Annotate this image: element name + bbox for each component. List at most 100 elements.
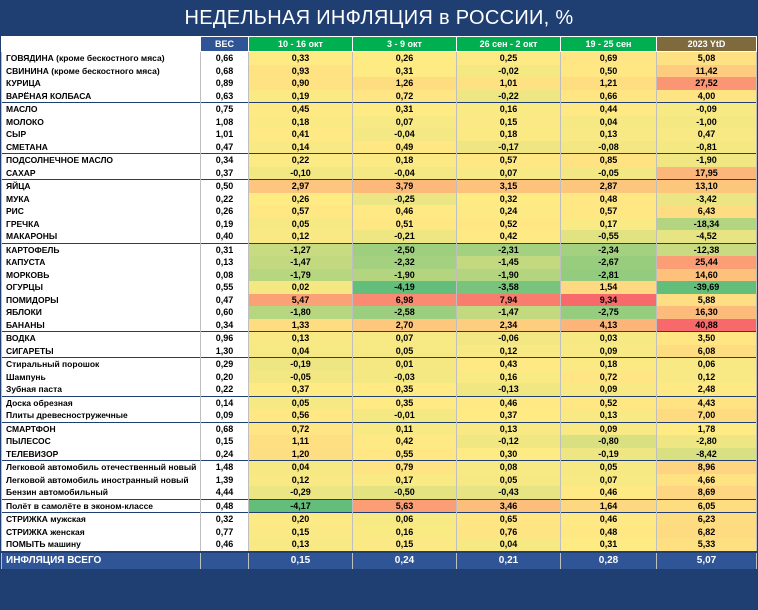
week-value: 3,46 <box>456 498 561 513</box>
item-weight: 0,32 <box>200 512 249 526</box>
week-value: -0,80 <box>560 435 657 448</box>
ytd-value: -39,69 <box>656 281 757 294</box>
table-row: СВИНИНА (кроме бескостного мяса) 0,68 0,93… <box>1 64 757 77</box>
item-name: Плиты древесностружечные <box>1 409 201 422</box>
ytd-value: 5,33 <box>656 538 757 552</box>
week-value: 6,98 <box>352 293 457 306</box>
table-row: СТРИЖКА женская 0,77 0,15 0,16 0,76 0,48 6,82 <box>1 525 757 538</box>
week-value: -0,21 <box>352 230 457 243</box>
week-value: -0,04 <box>352 166 457 180</box>
table-body: ГОВЯДИНА (кроме бескостного мяса) 0,66 0,3… <box>1 51 757 569</box>
item-name: КАПУСТА <box>1 256 201 269</box>
ytd-value: 6,23 <box>656 512 757 526</box>
week-value: 1,54 <box>560 281 657 294</box>
week-value: 0,48 <box>560 525 657 538</box>
table-row: Плиты древесностружечные 0,09 0,56 -0,01 0,3… <box>1 409 757 422</box>
ytd-value: 11,42 <box>656 64 757 77</box>
table-row: Стиральный порошок 0,29 -0,19 0,01 0,43 0,18 0… <box>1 357 757 371</box>
week-value: 0,04 <box>456 538 561 552</box>
ytd-value: -0,81 <box>656 140 757 154</box>
week-value: 0,07 <box>560 473 657 486</box>
item-name: КАРТОФЕЛЬ <box>1 242 201 256</box>
week-value: 1,33 <box>248 318 353 332</box>
ytd-value: -1,90 <box>656 153 757 167</box>
week-value: -0,17 <box>456 140 561 154</box>
week-value: 0,05 <box>248 217 353 230</box>
table-row: МАКАРОНЫ 0,40 0,12 -0,21 0,42 -0,55 -4,52 <box>1 230 757 243</box>
week-value: 0,37 <box>248 383 353 396</box>
week-value: -0,29 <box>248 486 353 499</box>
week-value: 0,18 <box>456 128 561 141</box>
item-name: СИГАРЕТЫ <box>1 344 201 358</box>
ytd-value: 4,43 <box>656 395 757 409</box>
item-weight: 0,14 <box>200 395 249 409</box>
week-value: 0,09 <box>560 383 657 396</box>
item-weight: 0,22 <box>200 192 249 205</box>
week-value: 0,04 <box>248 344 353 358</box>
week-value: 0,49 <box>352 140 457 154</box>
week-value: 0,24 <box>456 205 561 218</box>
item-weight: 0,34 <box>200 318 249 332</box>
total-ytd: 5,07 <box>656 550 757 569</box>
item-name: МАКАРОНЫ <box>1 230 201 243</box>
total-label: ИНФЛЯЦИЯ ВСЕГО <box>1 550 201 569</box>
header-ytd: 2023 YtD <box>656 36 757 52</box>
week-value: 0,13 <box>560 409 657 422</box>
item-name: ПОМИДОРЫ <box>1 293 201 306</box>
item-name: СВИНИНА (кроме бескостного мяса) <box>1 64 201 77</box>
header-week-3: 26 сен - 2 окт <box>456 36 561 52</box>
week-value: 0,44 <box>560 102 657 116</box>
item-name: САХАР <box>1 166 201 180</box>
week-value: 0,05 <box>560 460 657 474</box>
week-value: 0,31 <box>352 64 457 77</box>
table-row: ЯБЛОКИ 0,60 -1,80 -2,58 -1,47 -2,75 16,30 <box>1 306 757 319</box>
week-value: 0,12 <box>248 230 353 243</box>
week-value: 0,15 <box>456 115 561 128</box>
week-value: 0,43 <box>456 357 561 371</box>
item-weight: 0,75 <box>200 102 249 116</box>
item-weight: 0,77 <box>200 525 249 538</box>
week-value: 0,90 <box>248 77 353 90</box>
week-value: 0,55 <box>352 447 457 461</box>
item-weight: 0,96 <box>200 331 249 345</box>
ytd-value: 6,05 <box>656 498 757 513</box>
ytd-value: 16,30 <box>656 306 757 319</box>
total-week-3: 0,21 <box>456 550 561 569</box>
table-row: БАНАНЫ 0,34 1,33 2,70 2,34 4,13 40,88 <box>1 318 757 332</box>
ytd-value: 40,88 <box>656 318 757 332</box>
week-value: -0,12 <box>456 435 561 448</box>
week-value: 0,35 <box>352 383 457 396</box>
week-value: -0,05 <box>560 166 657 180</box>
table-row: ПОМЫТЬ машину 0,46 0,13 0,15 0,04 0,31 5,33 <box>1 538 757 552</box>
week-value: 2,34 <box>456 318 561 332</box>
week-value: 1,01 <box>456 77 561 90</box>
week-value: 0,17 <box>352 473 457 486</box>
table-row: САХАР 0,37 -0,10 -0,04 0,07 -0,05 17,95 <box>1 166 757 180</box>
week-value: -2,67 <box>560 256 657 269</box>
table-row: СМЕТАНА 0,47 0,14 0,49 -0,17 -0,08 -0,81 <box>1 140 757 154</box>
ytd-value: -0,09 <box>656 102 757 116</box>
week-value: -1,79 <box>248 268 353 281</box>
table-row: ПЫЛЕСОС 0,15 1,11 0,42 -0,12 -0,80 -2,80 <box>1 435 757 448</box>
week-value: 0,19 <box>248 89 353 103</box>
week-value: 1,26 <box>352 77 457 90</box>
total-week-4: 0,28 <box>560 550 657 569</box>
ytd-value: 3,50 <box>656 331 757 345</box>
week-value: 0,35 <box>352 395 457 409</box>
item-weight: 0,68 <box>200 421 249 435</box>
item-name: МОРКОВЬ <box>1 268 201 281</box>
item-weight: 0,40 <box>200 230 249 243</box>
week-value: 0,72 <box>352 89 457 103</box>
week-value: -0,04 <box>352 128 457 141</box>
total-week-2: 0,24 <box>352 550 457 569</box>
item-weight: 0,47 <box>200 293 249 306</box>
item-name: СТРИЖКА мужская <box>1 512 201 526</box>
ytd-value: 1,78 <box>656 421 757 435</box>
week-value: 0,07 <box>456 166 561 180</box>
table-row: СЫР 1,01 0,41 -0,04 0,18 0,13 0,47 <box>1 128 757 141</box>
inflation-table: ВЕС 10 - 16 окт 3 - 9 окт 26 сен - 2 окт… <box>1 36 757 569</box>
table-row: СИГАРЕТЫ 1,30 0,04 0,05 0,12 0,09 6,08 <box>1 344 757 358</box>
week-value: 0,65 <box>456 512 561 526</box>
week-value: 0,25 <box>456 51 561 65</box>
week-value: -2,34 <box>560 242 657 256</box>
